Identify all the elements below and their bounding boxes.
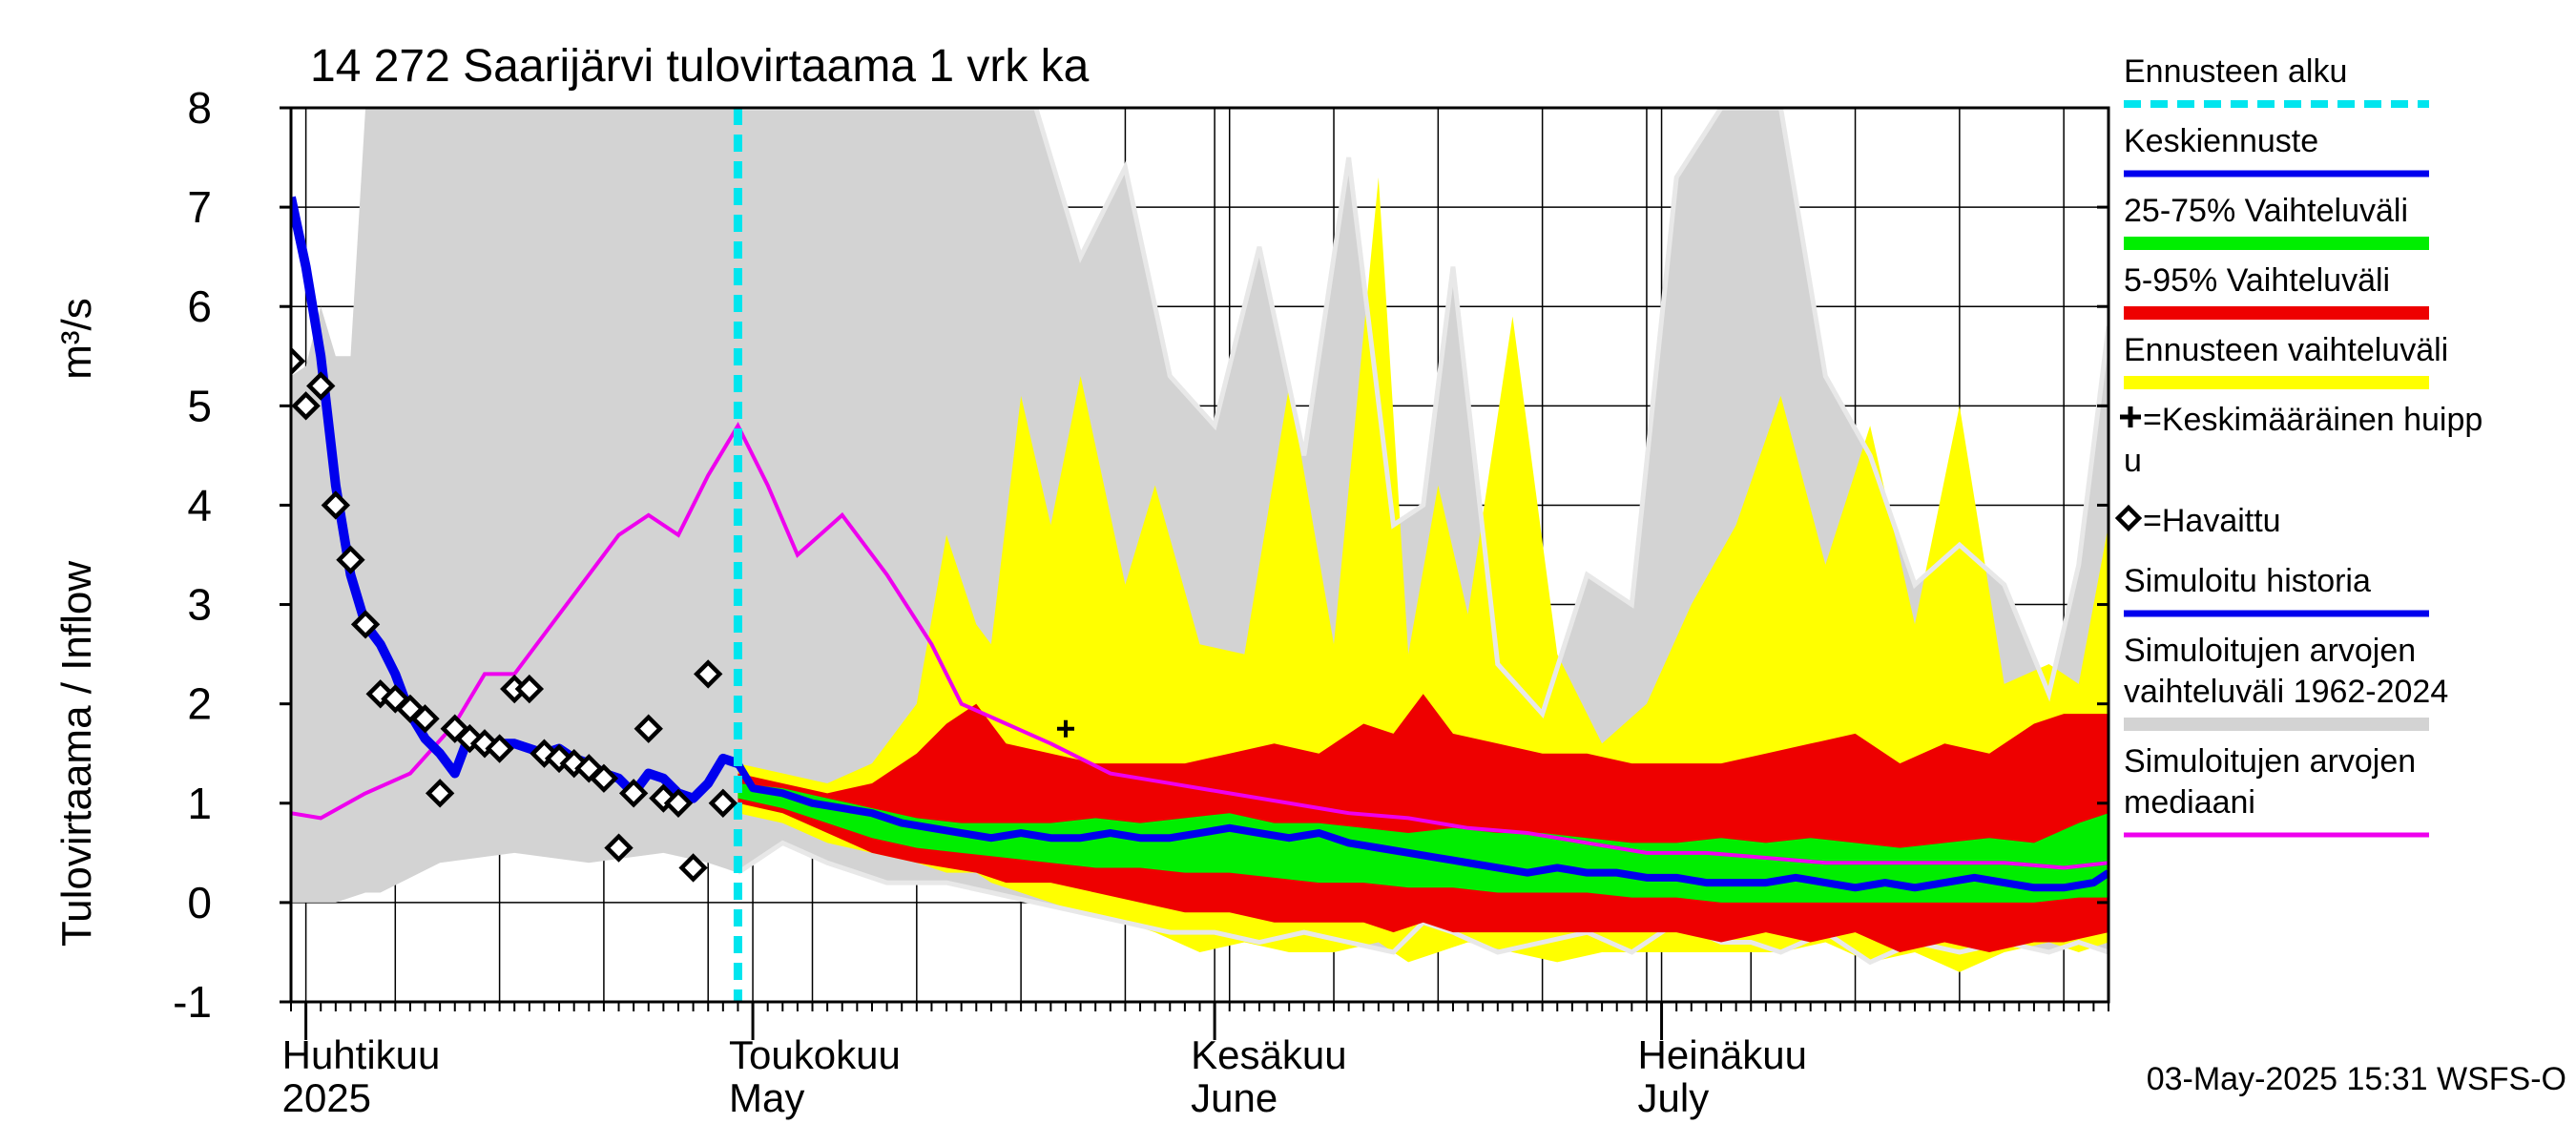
x-month-sublabel: July xyxy=(1638,1075,1710,1120)
observed-point xyxy=(469,729,500,759)
band-25-75 xyxy=(737,782,2109,903)
legend-label: vaihteluväli 1962-2024 xyxy=(2124,674,2448,710)
x-month-label: Toukokuu xyxy=(729,1032,901,1077)
x-month-label: Huhtikuu xyxy=(282,1032,441,1077)
mean-peak-marker xyxy=(1056,719,1074,738)
legend-peak-symbol xyxy=(2120,406,2141,427)
y-tick-label: -1 xyxy=(173,977,212,1027)
legend-label: mediaani xyxy=(2124,784,2255,821)
legend-label: Simuloitujen arvojen xyxy=(2124,633,2416,669)
legend-observed-symbol xyxy=(2114,504,2143,532)
observed-point xyxy=(336,545,365,574)
legend-label: u xyxy=(2124,443,2142,479)
observed-point xyxy=(694,659,723,689)
mean-forecast-line xyxy=(735,761,2109,892)
x-month-sublabel: 2025 xyxy=(282,1075,371,1120)
plot-series xyxy=(291,108,2109,1002)
legend-label: Ennusteen vaihteluväli xyxy=(2124,332,2448,368)
observed-point xyxy=(708,788,738,818)
legend-label: 25-75% Vaihteluväli xyxy=(2124,193,2408,229)
footer-timestamp: 03-May-2025 15:31 WSFS-O xyxy=(2147,1061,2566,1097)
observed-point xyxy=(618,779,649,808)
observed-point xyxy=(663,788,694,818)
y-tick-label: 7 xyxy=(187,182,212,232)
y-tick-label: 6 xyxy=(187,281,212,331)
observed-point xyxy=(410,704,440,734)
observed-point xyxy=(514,674,545,704)
legend: Ennusteen alku Keskiennuste 25-75% Vaihtel… xyxy=(2114,53,2483,838)
historical-median-line xyxy=(291,422,2109,870)
legend-label: =Havaittu xyxy=(2143,503,2281,539)
observed-point xyxy=(291,391,321,421)
y-tick-label: 0 xyxy=(187,878,212,927)
y-tick-label: 1 xyxy=(187,779,212,828)
x-month-sublabel: May xyxy=(729,1075,804,1120)
y-axis-unit: m³/s xyxy=(53,298,100,380)
observed-point xyxy=(306,371,336,401)
observed-point xyxy=(678,853,708,883)
observed-point xyxy=(425,779,455,808)
observed-point xyxy=(350,610,381,639)
x-month-sublabel: June xyxy=(1191,1075,1278,1120)
x-month-label: Heinäkuu xyxy=(1638,1032,1807,1077)
y-tick-label: 5 xyxy=(187,381,212,430)
y-tick-label: 2 xyxy=(187,679,212,729)
observed-point xyxy=(321,490,351,520)
historical-range-upper-edge xyxy=(737,108,2109,718)
observed-point xyxy=(634,714,663,743)
observed-point xyxy=(291,346,306,376)
chart-title: 14 272 Saarijärvi tulovirtaama 1 vrk ka xyxy=(310,41,1090,92)
y-tick-label: 4 xyxy=(187,480,212,530)
y-tick-label: 8 xyxy=(187,83,212,133)
observed-point xyxy=(589,763,619,793)
observed-point xyxy=(485,734,514,763)
legend-label: 5-95% Vaihteluväli xyxy=(2124,262,2390,299)
legend-label: Keskiennuste xyxy=(2124,123,2318,159)
observed-point xyxy=(604,833,634,863)
legend-label: Ennusteen alku xyxy=(2124,53,2347,90)
legend-label: =Keskimääräinen huipp xyxy=(2143,402,2483,438)
x-month-label: Kesäkuu xyxy=(1191,1032,1346,1077)
legend-label: Simuloitujen arvojen xyxy=(2124,743,2416,780)
plot-area xyxy=(291,108,2109,1002)
legend-label: Simuloitu historia xyxy=(2124,563,2371,599)
y-tick-label: 3 xyxy=(187,580,212,630)
y-axis-label: Tulovirtaama / Inflow xyxy=(53,561,100,947)
